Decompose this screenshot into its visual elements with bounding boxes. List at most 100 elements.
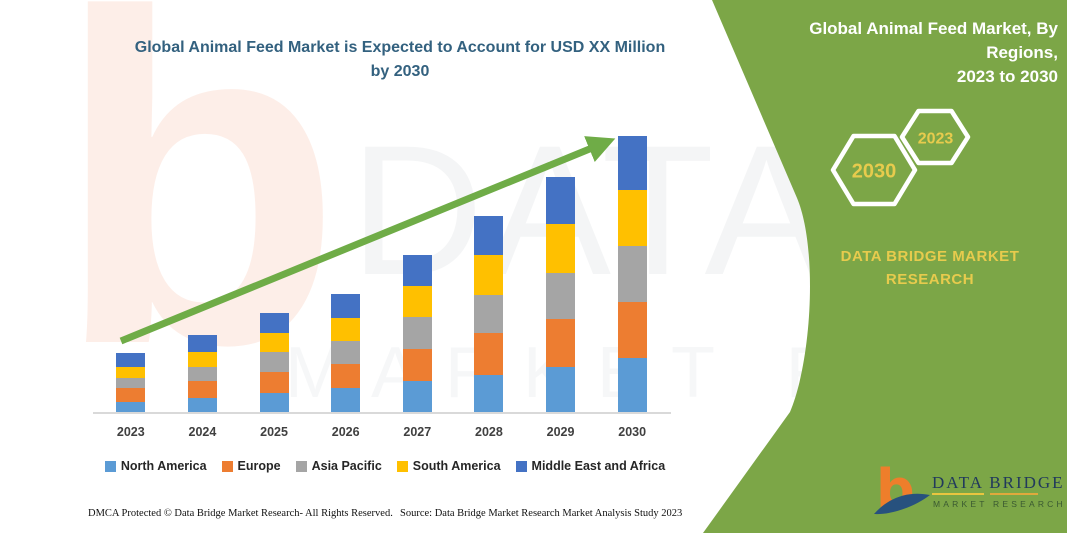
bar-segment bbox=[116, 388, 146, 402]
bar-slot-2023 bbox=[95, 132, 167, 412]
bar-segment bbox=[474, 375, 504, 412]
plot-area bbox=[95, 132, 668, 412]
bar-segment bbox=[402, 255, 432, 286]
logo-subtitle: MARKET RESEARCH bbox=[933, 499, 1064, 509]
legend-label: Asia Pacific bbox=[311, 459, 382, 473]
stacked-bar-2027 bbox=[402, 255, 432, 412]
bar-segment bbox=[331, 341, 361, 364]
legend-label: Europe bbox=[237, 459, 281, 473]
bar-segment bbox=[402, 349, 432, 381]
stacked-bar-2028 bbox=[474, 216, 504, 412]
bar-segment bbox=[402, 381, 432, 412]
bar-segment bbox=[259, 393, 289, 412]
bar-segment bbox=[546, 367, 576, 412]
side-panel-heading-line2: 2023 to 2030 bbox=[956, 67, 1058, 86]
bar-segment bbox=[116, 367, 146, 378]
bar-segment bbox=[331, 294, 361, 318]
bar-segment bbox=[187, 352, 217, 367]
bar-segment bbox=[546, 319, 576, 367]
logo-title: DATA BRIDGE bbox=[932, 473, 1064, 492]
bar-segment bbox=[402, 286, 432, 317]
bar-segment bbox=[187, 367, 217, 381]
chart-title-line1: Global Animal Feed Market is Expected to… bbox=[134, 39, 666, 56]
x-axis-label: 2027 bbox=[403, 425, 432, 439]
stacked-bar-2024 bbox=[187, 335, 217, 412]
bar-segment bbox=[259, 372, 289, 393]
footer-dmca-text: DMCA Protected © Data Bridge Market Rese… bbox=[88, 508, 393, 519]
bar-slot-2025 bbox=[238, 132, 310, 412]
bar-segment bbox=[617, 246, 647, 302]
stacked-bar-2025 bbox=[259, 313, 289, 412]
bar-segment bbox=[617, 136, 647, 190]
legend-item: South America bbox=[396, 459, 501, 473]
x-axis-label: 2024 bbox=[188, 425, 217, 439]
legend-item: North America bbox=[104, 459, 207, 473]
bar-segment bbox=[474, 216, 504, 255]
x-axis-label: 2029 bbox=[546, 425, 575, 439]
chart-title-line2: by 2030 bbox=[370, 63, 430, 80]
logo-underline-left bbox=[932, 493, 984, 495]
bar-segment bbox=[259, 333, 289, 352]
legend-marker bbox=[396, 460, 408, 472]
legend-label: North America bbox=[120, 459, 207, 473]
legend-marker bbox=[221, 460, 233, 472]
bar-segment bbox=[331, 318, 361, 341]
bar-segment bbox=[187, 398, 217, 412]
side-panel-heading: Global Animal Feed Market, By Regions, 2… bbox=[740, 17, 1058, 89]
bar-segment bbox=[331, 388, 361, 412]
bar-slot-2030 bbox=[596, 132, 668, 412]
x-axis-label: 2030 bbox=[618, 425, 647, 439]
bar-segment bbox=[546, 177, 576, 224]
bar-segment bbox=[617, 302, 647, 358]
legend-item: Middle East and Africa bbox=[515, 459, 666, 473]
hexagon-year-badges: 2023 2030 bbox=[830, 108, 971, 207]
bar-segment bbox=[474, 255, 504, 295]
legend-item: Asia Pacific bbox=[295, 459, 382, 473]
brand-wordmark: DATA BRIDGE MARKET RESEARCH bbox=[815, 245, 1045, 291]
stacked-bar-2026 bbox=[331, 294, 361, 412]
logo-underline-right bbox=[990, 493, 1038, 495]
bar-segment bbox=[116, 353, 146, 367]
x-axis-labels: 2023 2024 2025 2026 2027 2028 2029 2030 bbox=[95, 425, 668, 439]
bar-segment bbox=[116, 378, 146, 388]
legend-item: Europe bbox=[221, 459, 281, 473]
bar-segment bbox=[546, 273, 576, 319]
bar-slot-2026 bbox=[310, 132, 382, 412]
legend-marker bbox=[515, 460, 527, 472]
brand-wordmark-line1: DATA BRIDGE MARKET bbox=[840, 248, 1020, 265]
bar-slot-2024 bbox=[167, 132, 239, 412]
bar-segment bbox=[546, 224, 576, 273]
footer-source-text: Source: Data Bridge Market Research Mark… bbox=[400, 508, 683, 519]
bar-segment bbox=[116, 402, 146, 412]
legend-marker bbox=[104, 460, 116, 472]
bar-segment bbox=[474, 333, 504, 375]
bar-segment bbox=[617, 358, 647, 412]
stacked-bar-2029 bbox=[546, 177, 576, 412]
bar-segment bbox=[474, 295, 504, 333]
bar-segment bbox=[259, 313, 289, 333]
bar-slot-2028 bbox=[453, 132, 525, 412]
bar-slot-2027 bbox=[382, 132, 454, 412]
legend-label: South America bbox=[412, 459, 501, 473]
hexagon-2023-label: 2023 bbox=[918, 131, 954, 148]
legend-label: Middle East and Africa bbox=[531, 459, 666, 473]
x-axis-label: 2028 bbox=[475, 425, 503, 439]
bar-segment bbox=[402, 317, 432, 349]
bar-segment bbox=[331, 364, 361, 388]
brand-wordmark-line2: RESEARCH bbox=[885, 271, 975, 288]
chart-title: Global Animal Feed Market is Expected to… bbox=[40, 36, 760, 84]
dbmr-logo: b DATA BRIDGE MARKET RESEARCH bbox=[874, 460, 1064, 521]
bar-segment bbox=[187, 335, 217, 352]
stacked-bar-2030 bbox=[617, 136, 647, 412]
x-axis-label: 2025 bbox=[260, 425, 288, 439]
bar-slot-2029 bbox=[525, 132, 597, 412]
side-panel-heading-line1: Global Animal Feed Market, By Regions, bbox=[809, 19, 1058, 62]
x-axis-label: 2023 bbox=[116, 425, 145, 439]
hexagon-2030-label: 2030 bbox=[852, 161, 897, 183]
bar-segment bbox=[617, 190, 647, 246]
chart-legend: North America Europe Asia Pacific South Ame… bbox=[30, 459, 740, 473]
stacked-bar-2023 bbox=[116, 353, 146, 412]
x-axis-label: 2026 bbox=[331, 425, 360, 439]
bar-segment bbox=[187, 381, 217, 398]
